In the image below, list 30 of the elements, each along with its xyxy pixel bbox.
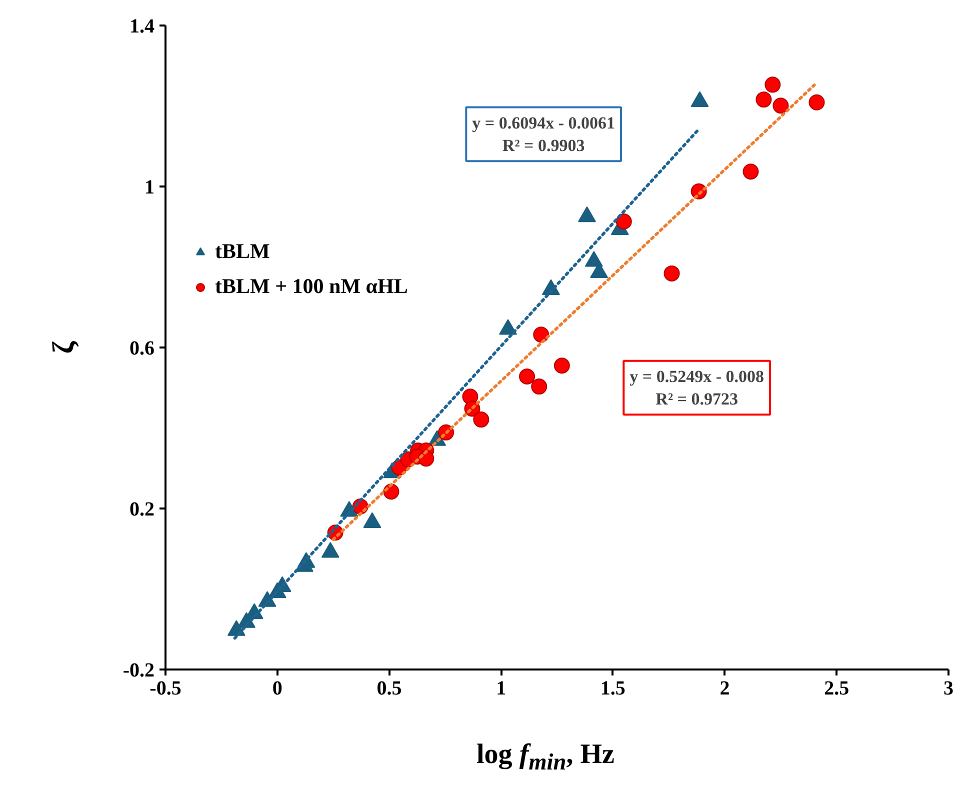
y-tick-label: 0.6 <box>130 338 154 360</box>
x-tick-label: 2 <box>720 678 730 700</box>
point <box>742 164 759 180</box>
x-tick-label: 1.5 <box>600 678 626 700</box>
x-tick-label: 2.5 <box>824 678 850 700</box>
legend-label: tBLM <box>215 239 270 264</box>
x-axis-title: log f$_{min}$, Hz <box>476 738 614 778</box>
point <box>772 98 789 114</box>
point <box>554 358 570 374</box>
point <box>764 76 781 93</box>
point <box>531 378 548 395</box>
point <box>321 542 340 558</box>
y-tick-label: 0.2 <box>130 498 154 520</box>
annotation: y = 0.6094x - 0.0061 R² = 0.9903 <box>472 113 616 156</box>
legend-label: tBLM + 100 nM αHL <box>215 274 408 299</box>
point <box>664 265 680 282</box>
annotation: y = 0.5249x - 0.008 R² = 0.9723 <box>630 366 764 409</box>
point <box>519 368 536 384</box>
point <box>473 412 490 428</box>
x-tick-label: 3 <box>944 678 954 700</box>
y-axis-title: ζ <box>46 340 80 354</box>
point <box>616 214 632 230</box>
x-tick-label: 0.5 <box>376 678 402 700</box>
y-tick-label: 1.4 <box>130 16 154 38</box>
x-tick-label: 1 <box>496 678 506 700</box>
x-tick-label: 0 <box>272 678 282 700</box>
point <box>363 512 382 528</box>
point <box>756 92 772 108</box>
point <box>808 94 825 110</box>
y-tick-label: 1 <box>144 176 154 198</box>
